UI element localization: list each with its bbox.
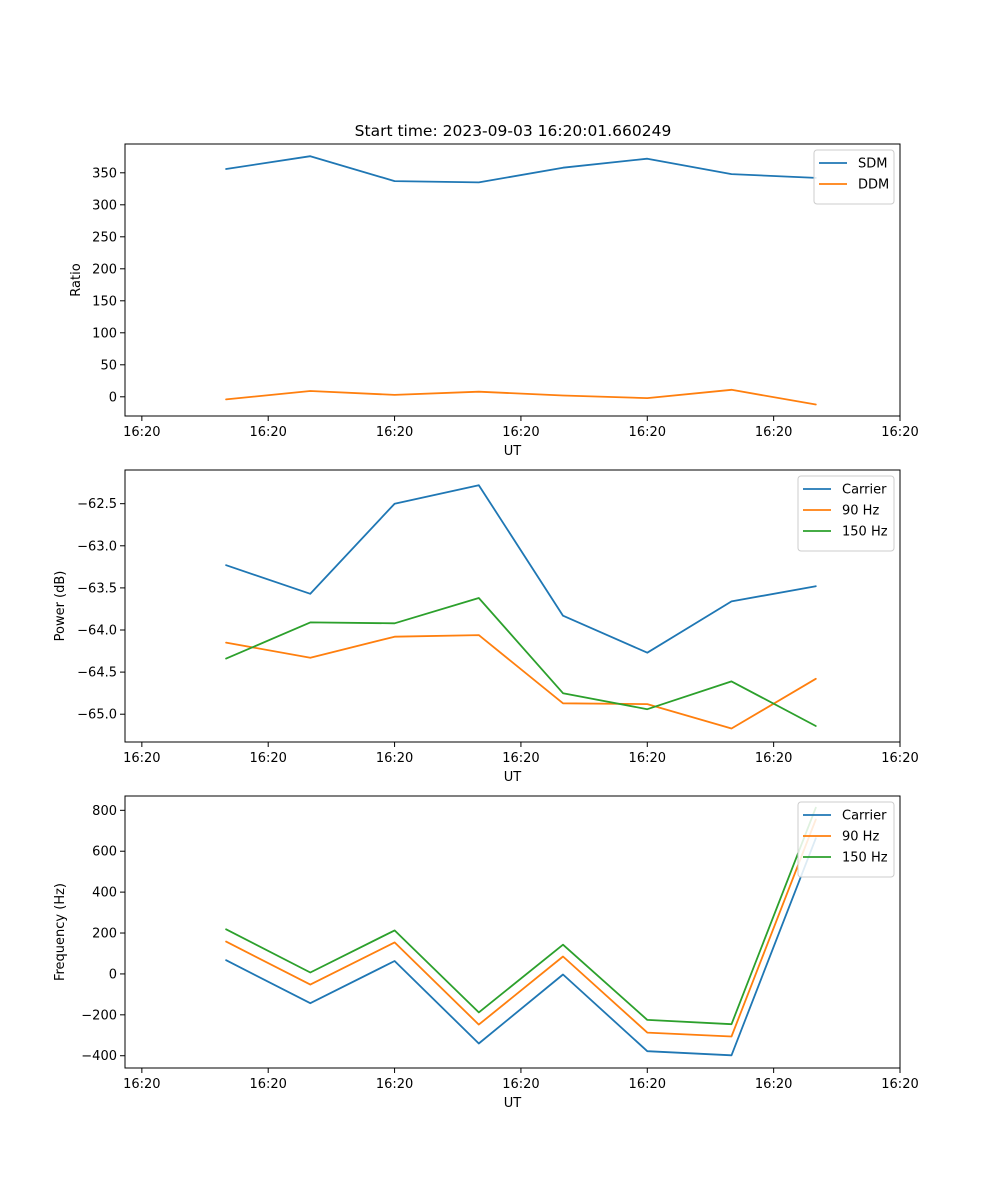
y-tick-label: 800 (92, 804, 117, 819)
legend: Carrier 90 Hz 150 Hz (797, 801, 895, 878)
x-tick-label: 16:20 (249, 425, 286, 440)
series-line-carrier (225, 484, 817, 654)
y-tick-label: −63.5 (77, 581, 117, 596)
axes-frame (124, 795, 901, 1069)
y-axis-label: Frequency (Hz) (53, 883, 68, 981)
x-tick-label: 16:20 (502, 425, 539, 440)
x-tick-label: 16:20 (249, 1077, 286, 1092)
x-tick-label: 16:20 (376, 751, 413, 766)
x-tick-label: 16:20 (629, 425, 666, 440)
x-axis-label: UT (504, 444, 522, 459)
series-line-150-hz (225, 806, 817, 1026)
legend-label: 90 Hz (842, 504, 879, 519)
legend-label: SDM (858, 157, 887, 172)
y-tick-label: −65.0 (77, 708, 117, 723)
legend-label: Carrier (842, 483, 887, 498)
x-tick-label: 16:20 (123, 1077, 160, 1092)
legend-label: 150 Hz (842, 851, 888, 866)
y-tick-label: −64.5 (77, 666, 117, 681)
y-tick-label: 0 (109, 967, 117, 982)
legend-frame (797, 475, 895, 552)
series-line-ddm (225, 388, 817, 406)
y-tick-label: 300 (92, 198, 117, 213)
y-tick-label: −200 (81, 1008, 117, 1023)
axes-frame (124, 143, 901, 417)
y-tick-label: 200 (92, 927, 117, 942)
x-axis-label: UT (504, 1096, 522, 1111)
x-tick-label: 16:20 (629, 751, 666, 766)
y-tick-label: −63.0 (77, 539, 117, 554)
ratio-panel: 16:20 16:20 16:20 16:20 16:20 16:20 16:20 0 50 10… (69, 143, 919, 459)
legend-label: DDM (858, 178, 889, 193)
y-tick-label: 400 (92, 886, 117, 901)
x-axis-label: UT (504, 770, 522, 785)
x-tick-label: 16:20 (881, 1077, 918, 1092)
y-tick-label: −62.5 (77, 497, 117, 512)
x-tick-label: 16:20 (502, 751, 539, 766)
series-line-90-hz (225, 634, 817, 730)
x-tick-label: 16:20 (881, 751, 918, 766)
legend-label: 90 Hz (842, 830, 879, 845)
legend-label: Carrier (842, 809, 887, 824)
y-tick-label: −400 (81, 1049, 117, 1064)
x-tick-label: 16:20 (755, 425, 792, 440)
legend: Carrier 90 Hz 150 Hz (797, 475, 895, 552)
x-tick-label: 16:20 (249, 751, 286, 766)
y-tick-label: 600 (92, 845, 117, 860)
frequency-panel: 16:20 16:20 16:20 16:20 16:20 16:20 16:20 −400 −… (53, 795, 919, 1111)
axes-frame (124, 469, 901, 743)
y-tick-label: −64.0 (77, 624, 117, 639)
x-tick-label: 16:20 (881, 425, 918, 440)
y-axis-label: Power (dB) (53, 571, 68, 642)
legend-frame (797, 801, 895, 878)
x-tick-label: 16:20 (755, 751, 792, 766)
x-tick-label: 16:20 (123, 425, 160, 440)
x-tick-label: 16:20 (123, 751, 160, 766)
x-tick-label: 16:20 (502, 1077, 539, 1092)
series-line-sdm (225, 155, 817, 184)
series-line-150-hz (225, 597, 817, 727)
y-tick-label: 250 (92, 230, 117, 245)
power-panel: 16:20 16:20 16:20 16:20 16:20 16:20 16:20 −65.0… (53, 469, 919, 785)
y-tick-label: 0 (109, 390, 117, 405)
y-tick-label: 350 (92, 166, 117, 181)
y-axis-label: Ratio (69, 263, 84, 296)
figure-title: Start time: 2023-09-03 16:20:01.660249 (355, 122, 672, 140)
series-line-90-hz (225, 818, 817, 1038)
legend: SDM DDM (813, 149, 895, 205)
x-tick-label: 16:20 (376, 1077, 413, 1092)
x-tick-label: 16:20 (755, 1077, 792, 1092)
series-line-carrier (225, 837, 817, 1057)
y-tick-label: 200 (92, 262, 117, 277)
x-tick-label: 16:20 (629, 1077, 666, 1092)
legend-label: 150 Hz (842, 525, 888, 540)
y-tick-label: 50 (100, 358, 117, 373)
y-tick-label: 100 (92, 326, 117, 341)
x-tick-label: 16:20 (376, 425, 413, 440)
y-tick-label: 150 (92, 294, 117, 309)
